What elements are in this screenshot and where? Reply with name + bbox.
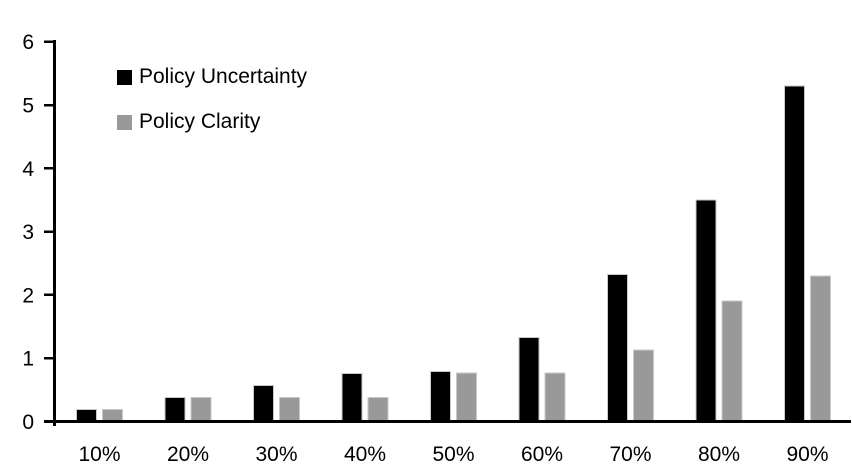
bar-policy-clarity-40- [367,396,389,423]
y-tick-label: 2 [22,284,34,307]
legend-swatch-policy-clarity [117,114,132,130]
x-tick-label-90-: 90% [786,443,828,466]
legend-swatch-policy-uncertainty [117,69,132,85]
bar-policy-uncertainty-50- [430,370,451,423]
x-tick-label-20-: 20% [167,443,209,466]
bar-policy-uncertainty-80- [695,199,717,422]
bar-policy-clarity-80- [721,300,743,423]
legend-label-policy-clarity: Policy Clarity [139,110,261,133]
bar-policy-uncertainty-90- [784,85,805,422]
bar-policy-clarity-20- [190,396,212,423]
legend-label-policy-uncertainty: Policy Uncertainty [139,65,308,88]
y-tick-label: 3 [22,221,34,244]
x-tick-label-10-: 10% [78,443,120,466]
x-tick-label-30-: 30% [255,443,297,466]
y-tick-label: 5 [22,95,34,118]
bar-policy-uncertainty-60- [518,336,540,423]
y-tick-label: 1 [22,348,34,371]
x-tick-label-50-: 50% [432,443,474,466]
bar-policy-uncertainty-10- [76,408,97,422]
bar-policy-clarity-30- [279,396,300,423]
y-tick-label: 6 [22,31,34,54]
x-tick-label-60-: 60% [521,443,563,466]
bar-policy-clarity-10- [102,408,123,422]
bar-policy-clarity-50- [456,372,477,423]
legend-item-policy-clarity: Policy Clarity [117,109,307,135]
bar-policy-clarity-60- [544,372,566,423]
y-tick-label: 0 [22,411,34,434]
bar-policy-uncertainty-30- [253,384,274,423]
bar-policy-uncertainty-70- [607,274,628,423]
chart-legend: Policy Uncertainty Policy Clarity [117,64,307,154]
bar-policy-uncertainty-40- [341,372,363,422]
x-tick-label-80-: 80% [698,443,740,466]
bar-policy-clarity-90- [810,275,831,422]
legend-item-policy-uncertainty: Policy Uncertainty [117,64,307,90]
bar-policy-uncertainty-20- [164,396,186,423]
x-tick-label-70-: 70% [609,443,651,466]
y-tick-label: 4 [22,158,34,181]
x-tick-label-40-: 40% [344,443,386,466]
bar-policy-clarity-70- [633,349,654,423]
